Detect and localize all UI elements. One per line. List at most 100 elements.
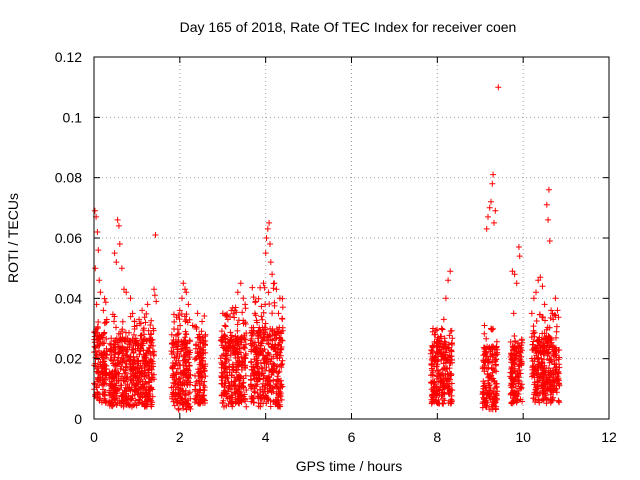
- data-point: [143, 403, 150, 410]
- data-point: [118, 355, 125, 362]
- data-point: [186, 337, 193, 344]
- y-tick-label: 0.12: [55, 49, 82, 65]
- data-point: [438, 344, 444, 351]
- data-point: [150, 351, 157, 358]
- data-point: [225, 385, 232, 391]
- data-point: [149, 393, 156, 400]
- data-point: [200, 365, 207, 372]
- data-point: [545, 349, 552, 356]
- data-point: [182, 387, 189, 394]
- data-point: [109, 403, 116, 410]
- data-point: [528, 334, 535, 341]
- data-point: [534, 337, 541, 344]
- data-point: [530, 369, 537, 376]
- data-point: [132, 335, 139, 342]
- data-point: [242, 398, 249, 405]
- data-point: [513, 344, 520, 351]
- data-point: [103, 318, 110, 325]
- data-point: [232, 396, 239, 403]
- data-point: [492, 207, 499, 214]
- data-point: [129, 380, 136, 386]
- data-point: [537, 372, 544, 378]
- data-point: [131, 318, 138, 325]
- data-point: [441, 384, 448, 391]
- data-point: [114, 216, 121, 223]
- data-point: [279, 316, 286, 322]
- data-point: [553, 363, 560, 370]
- data-point: [248, 335, 255, 342]
- data-point: [259, 370, 266, 377]
- data-point: [270, 353, 277, 360]
- data-point: [124, 335, 131, 342]
- data-point: [447, 328, 454, 335]
- data-point: [253, 361, 260, 368]
- data-point: [549, 367, 556, 374]
- data-point: [441, 356, 447, 363]
- data-point: [151, 292, 158, 299]
- data-point: [481, 322, 488, 329]
- data-point: [488, 325, 494, 332]
- data-point: [110, 375, 117, 382]
- data-point: [243, 403, 250, 410]
- data-point: [146, 344, 152, 351]
- data-point: [518, 342, 525, 349]
- data-point: [219, 400, 226, 407]
- data-point: [128, 347, 135, 353]
- data-point: [226, 364, 233, 371]
- data-point: [247, 373, 254, 379]
- data-point: [552, 312, 559, 319]
- data-point: [515, 340, 522, 347]
- data-point: [430, 325, 436, 332]
- data-point: [251, 375, 258, 382]
- data-point: [273, 335, 280, 341]
- data-point: [548, 307, 555, 314]
- data-point: [491, 394, 498, 401]
- data-point: [102, 299, 109, 306]
- data-point: [258, 313, 265, 320]
- data-point: [256, 347, 263, 354]
- x-tick-label: 0: [90, 429, 98, 445]
- data-point: [120, 403, 127, 410]
- data-point: [187, 379, 194, 386]
- data-point: [432, 381, 439, 387]
- data-point: [545, 186, 552, 193]
- data-point: [115, 370, 122, 377]
- data-point: [543, 378, 550, 385]
- data-point: [481, 380, 488, 387]
- data-point: [443, 378, 450, 385]
- data-point: [254, 381, 261, 388]
- data-point: [266, 378, 273, 385]
- data-point: [96, 342, 103, 348]
- data-point: [554, 373, 561, 380]
- data-point: [94, 391, 101, 398]
- data-point: [239, 309, 246, 316]
- data-point: [196, 380, 203, 387]
- data-point: [173, 371, 180, 378]
- data-point: [231, 374, 238, 381]
- data-point: [241, 354, 248, 361]
- data-point: [142, 319, 149, 326]
- data-point: [254, 335, 261, 342]
- data-point: [483, 366, 490, 372]
- data-point: [106, 391, 113, 398]
- data-point: [227, 337, 234, 344]
- data-point: [113, 335, 120, 342]
- data-point: [487, 395, 494, 402]
- data-point: [170, 390, 177, 397]
- data-point: [276, 334, 283, 341]
- data-point: [480, 358, 487, 365]
- data-point: [448, 347, 455, 354]
- y-tick-label: 0.04: [55, 290, 82, 306]
- data-point: [117, 343, 123, 350]
- data-point: [255, 365, 262, 372]
- data-point: [94, 378, 101, 385]
- data-point: [141, 363, 148, 370]
- data-point: [251, 356, 258, 363]
- data-point: [516, 253, 523, 260]
- data-point: [117, 375, 124, 382]
- data-point: [110, 360, 116, 367]
- data-point: [440, 316, 447, 323]
- data-point: [144, 301, 151, 308]
